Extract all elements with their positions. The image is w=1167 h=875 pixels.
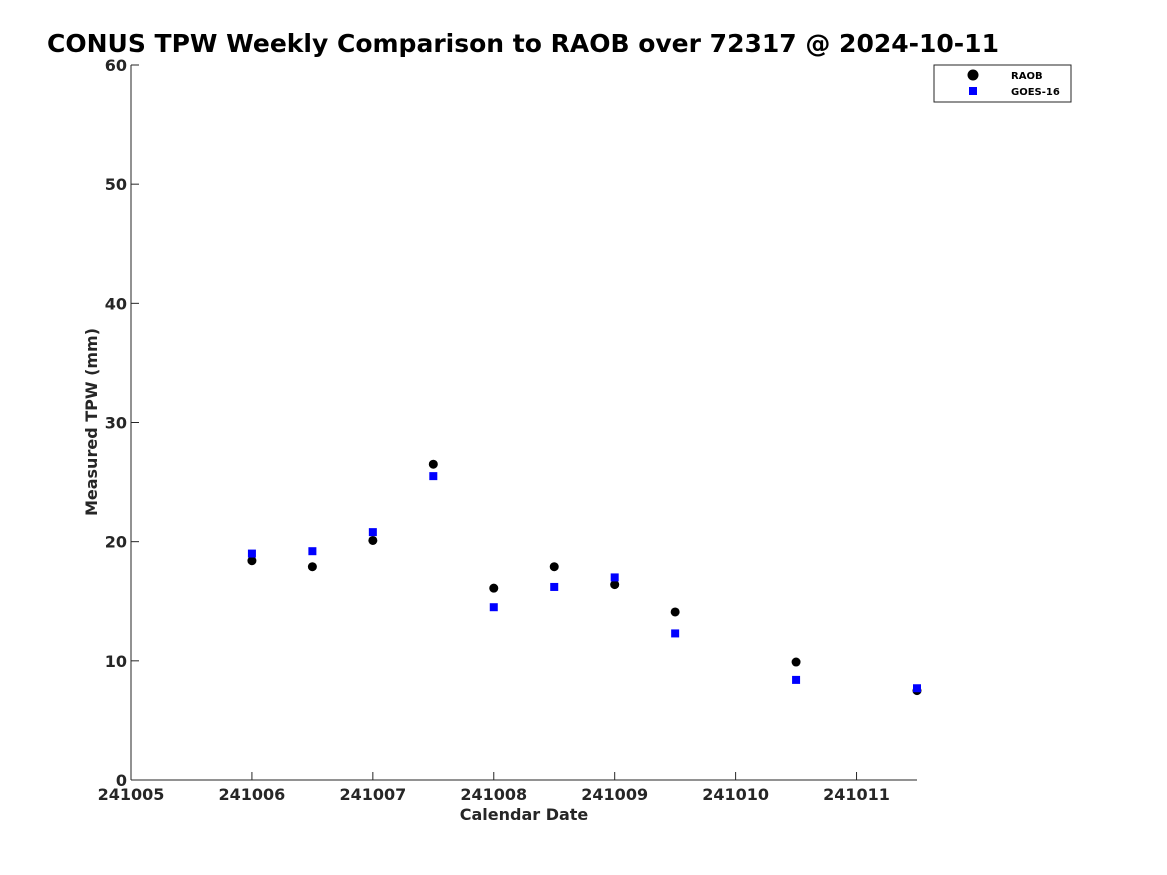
x-ticks: 241005 241006 241007 241008 241009 241010 2410… <box>98 772 890 804</box>
raob-point <box>549 562 559 572</box>
raob-point <box>368 535 378 545</box>
raob-point <box>307 562 317 572</box>
goes-16-point <box>610 573 619 582</box>
y-axis-label: Measured TPW (mm) <box>82 328 101 516</box>
plot-area <box>130 65 917 781</box>
x-tick-label: 241011 <box>823 785 890 804</box>
legend-box <box>933 64 1072 103</box>
y-tick-label: 60 <box>105 56 127 75</box>
legend-label-raob: RAOB <box>1011 71 1043 82</box>
goes-16-point <box>792 675 801 684</box>
raob-point <box>489 583 499 593</box>
goes-16-point <box>671 629 680 638</box>
goes-16-point <box>489 603 498 612</box>
x-tick-label: 241006 <box>219 785 286 804</box>
legend-marker-goes <box>969 87 977 95</box>
raob-point <box>791 657 801 667</box>
y-tick-label: 30 <box>105 414 127 433</box>
y-tick-label: 0 <box>116 771 127 790</box>
y-tick-label: 10 <box>105 652 127 671</box>
legend-label-goes: GOES-16 <box>1011 87 1060 98</box>
raob-point <box>610 580 620 590</box>
y-ticks: 0 10 20 30 40 50 60 <box>105 56 139 790</box>
x-tick-label: 241009 <box>581 785 648 804</box>
goes-16-point <box>550 582 559 591</box>
goes-16-point <box>308 547 317 556</box>
goes-16-point <box>368 528 377 537</box>
data-points <box>247 459 922 696</box>
y-tick-label: 50 <box>105 175 127 194</box>
y-tick-label: 40 <box>105 294 127 313</box>
x-tick-label: 241005 <box>98 785 165 804</box>
goes-16-point <box>913 684 921 693</box>
chart-title: CONUS TPW Weekly Comparison to RAOB over… <box>47 29 999 58</box>
raob-point <box>247 556 257 566</box>
raob-point <box>428 459 438 469</box>
x-tick-label: 241008 <box>460 785 527 804</box>
raob-point <box>670 607 680 617</box>
x-tick-label: 241010 <box>702 785 769 804</box>
x-axis-label: Calendar Date <box>460 805 589 824</box>
goes-16-point <box>429 472 438 481</box>
y-tick-label: 20 <box>105 533 127 552</box>
legend: RAOB GOES-16 <box>933 64 1072 103</box>
legend-marker-raob <box>967 69 979 81</box>
x-tick-label: 241007 <box>339 785 406 804</box>
goes-16-point <box>247 549 256 558</box>
